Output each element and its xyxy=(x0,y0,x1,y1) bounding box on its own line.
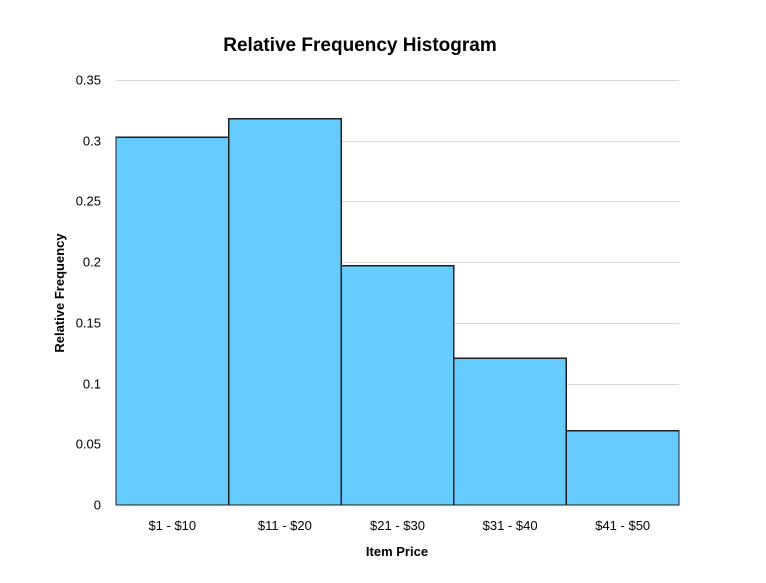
x-axis-ticks: $1 - $10 $11 - $20 $21 - $30 $31 - $40 $41 -… xyxy=(148,518,650,533)
y-tick-label: 0.05 xyxy=(76,437,101,452)
x-axis-title: Item Price xyxy=(366,544,428,559)
y-tick-label: 0.3 xyxy=(83,134,101,149)
histogram-bar xyxy=(340,265,455,506)
x-tick-label: $21 - $30 xyxy=(370,518,425,533)
y-tick-label: 0.15 xyxy=(76,316,101,331)
x-tick-label: $31 - $40 xyxy=(483,518,538,533)
bars xyxy=(115,118,680,506)
y-axis-title: Relative Frequency xyxy=(52,233,67,353)
histogram-bar xyxy=(565,430,680,506)
y-tick-label: 0 xyxy=(94,498,101,513)
y-tick-label: 0.35 xyxy=(76,73,101,88)
x-tick-label: $11 - $20 xyxy=(258,518,312,533)
y-tick-label: 0.1 xyxy=(83,377,101,392)
chart-title: Relative Frequency Histogram xyxy=(223,35,496,56)
histogram-bar xyxy=(115,136,230,506)
y-axis-ticks: 0 0.05 0.1 0.15 0.2 0.25 0.3 0.35 xyxy=(76,73,101,513)
x-tick-label: $1 - $10 xyxy=(148,518,196,533)
y-tick-label: 0.2 xyxy=(83,255,101,270)
histogram-bar xyxy=(227,118,342,506)
x-tick-label: $41 - $50 xyxy=(595,518,650,533)
histogram-bar xyxy=(453,357,568,506)
y-tick-label: 0.25 xyxy=(76,194,101,209)
